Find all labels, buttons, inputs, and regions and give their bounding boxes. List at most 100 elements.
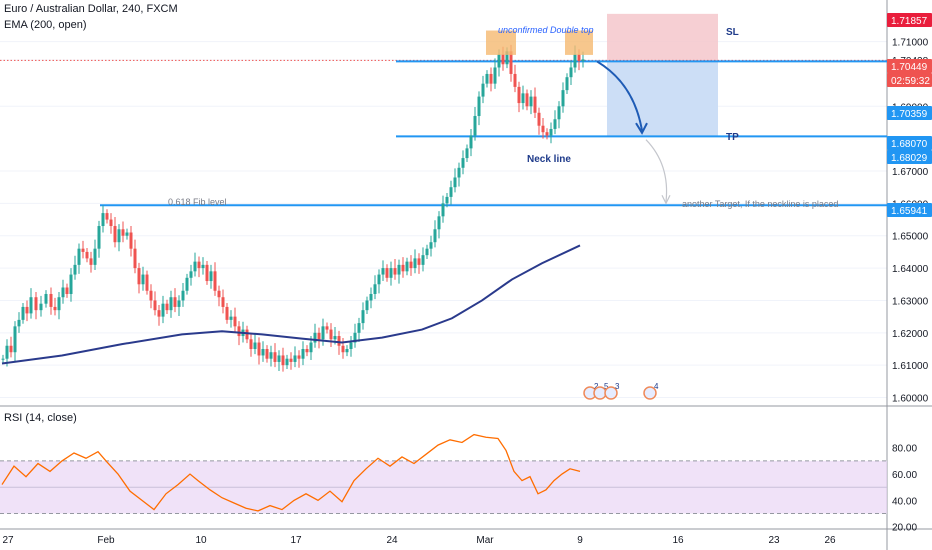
candle-body (357, 323, 361, 333)
candle-body (129, 232, 133, 249)
candle-body (509, 51, 513, 74)
candle-body (397, 264, 401, 275)
candle-body (117, 229, 121, 243)
time-tick-label: 23 (768, 535, 780, 546)
price-tick-label: 1.71000 (892, 38, 929, 49)
candle-body (485, 73, 489, 84)
candle-body (197, 261, 201, 269)
candle-body (549, 128, 553, 136)
candle-body (53, 306, 57, 311)
candle-body (581, 59, 585, 62)
candle-body (145, 274, 149, 291)
candle-body (77, 248, 81, 265)
candle-body (157, 310, 161, 317)
candle-body (281, 355, 285, 366)
candle-body (101, 213, 105, 227)
candle-body (137, 268, 141, 285)
candle-body (477, 96, 481, 117)
time-tick-label: 27 (2, 535, 14, 546)
candle-body (9, 345, 13, 353)
rsi-tick-label: 60.00 (892, 470, 917, 481)
candle-body (317, 332, 321, 340)
price-tag-label: 1.70449 (891, 62, 928, 73)
price-tags: 1.71857 1.70449 02:59:32 1.70359 1.68070 1.68… (887, 13, 932, 217)
candle-body (165, 303, 169, 311)
candle-body (93, 248, 97, 265)
candle-body (25, 306, 29, 314)
candle-body (193, 261, 197, 272)
candle-body (181, 290, 185, 301)
price-tag-label: 1.71857 (891, 16, 928, 27)
candle-body (349, 342, 353, 349)
double-top-label: unconfirmed Double top (498, 25, 594, 35)
candle-body (381, 268, 385, 275)
event-marker-number: 2 (594, 382, 599, 391)
candle-body (49, 293, 53, 307)
candle-body (537, 112, 541, 126)
rsi-tick-label: 40.00 (892, 496, 917, 507)
candle-body (533, 96, 537, 113)
candle-body (149, 290, 153, 301)
candle-body (345, 348, 349, 353)
candle-body (505, 51, 509, 65)
candle-body (561, 90, 565, 107)
fib-level-label: 0.618 Fib level (168, 197, 227, 207)
candle-body (377, 274, 381, 285)
candle-body (465, 148, 469, 159)
candle-body (301, 348, 305, 359)
candle-body (337, 336, 341, 346)
level-lines (0, 59, 887, 207)
candle-body (573, 54, 577, 68)
candle-body (309, 342, 313, 353)
price-tag-label: 02:59:32 (891, 76, 930, 87)
candle-body (425, 248, 429, 256)
candle-body (17, 319, 21, 327)
ema-label: EMA (200, open) (4, 19, 87, 31)
candle-body (1, 358, 5, 360)
candle-body (161, 303, 165, 317)
projection-arrow (596, 60, 643, 131)
price-tag-bg (887, 136, 932, 150)
price-tag-bg (887, 13, 932, 27)
candle-body (205, 264, 209, 282)
candle-body (441, 203, 445, 217)
neckline-label: Neck line (527, 154, 571, 165)
candle-body (393, 268, 397, 275)
rsi-indicator (0, 433, 887, 515)
candle-body (325, 326, 329, 330)
candle-body (213, 271, 217, 291)
candle-body (97, 226, 101, 249)
candle-body (105, 213, 109, 220)
candle-body (541, 125, 545, 133)
event-marker-number: 3 (615, 382, 620, 391)
candle-body (21, 306, 25, 320)
candle-body (545, 132, 549, 136)
time-tick-label: 17 (290, 535, 302, 546)
candle-body (34, 297, 38, 311)
candle-body (237, 326, 241, 337)
event-marker-number: 5 (604, 382, 609, 391)
candle-body (433, 229, 437, 243)
candle-body (261, 348, 265, 356)
candle-body (277, 355, 281, 362)
candle-body (333, 336, 337, 340)
candle-body (429, 242, 433, 249)
trade-zones (607, 13, 718, 137)
price-tag-label: 1.68070 (891, 139, 928, 150)
time-tick-label: 26 (824, 535, 836, 546)
candle-body (329, 329, 333, 340)
candle-body (497, 54, 501, 68)
candle-body (217, 290, 221, 298)
projection-arrow-head (635, 122, 648, 135)
price-tag-label: 1.70359 (891, 109, 928, 120)
candle-body (489, 73, 493, 84)
ema-200-line (1, 244, 581, 365)
candle-body (373, 284, 377, 294)
candle-body (125, 232, 129, 236)
candle-body (417, 258, 421, 265)
candle-body (153, 300, 157, 311)
candle-body (297, 355, 301, 359)
candle-body (521, 93, 525, 104)
price-tag-label: 1.68029 (891, 153, 928, 164)
candle-body (577, 54, 581, 62)
